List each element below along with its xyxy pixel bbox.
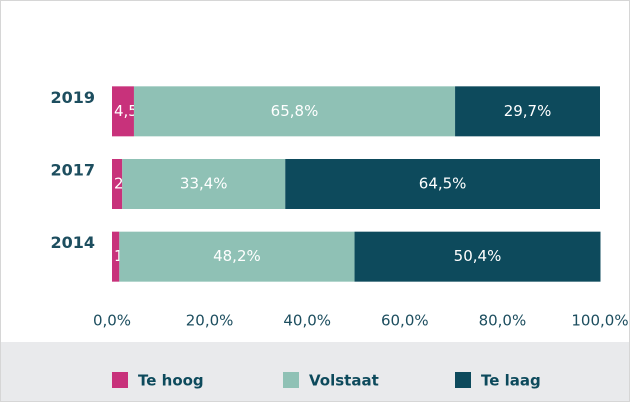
legend-swatch	[283, 372, 299, 388]
x-tick-label: 80,0%	[479, 312, 527, 330]
legend-swatch	[455, 372, 471, 388]
value-label: 48,2%	[213, 247, 261, 265]
x-tick-label: 20,0%	[186, 312, 234, 330]
bar-segment	[354, 231, 601, 282]
legend-swatch	[112, 372, 128, 388]
bar-segment	[112, 159, 123, 209]
value-label: 29,7%	[504, 102, 552, 120]
bar-segment	[112, 231, 120, 282]
bar-segment	[122, 159, 286, 209]
x-tick-label: 0,0%	[93, 312, 131, 330]
x-tick-label: 100,0%	[571, 312, 628, 330]
x-tick-label: 60,0%	[381, 312, 429, 330]
y-tick-label: 2017	[50, 161, 95, 180]
value-label: 65,8%	[271, 102, 319, 120]
x-tick-label: 40,0%	[283, 312, 331, 330]
y-tick-label: 2014	[50, 233, 95, 252]
bar-segment	[285, 159, 600, 209]
bar-segment	[119, 231, 355, 282]
bar-segment	[455, 86, 600, 137]
value-label: 33,4%	[180, 175, 228, 193]
legend-label: Te hoog	[138, 372, 204, 390]
value-label: 50,4%	[454, 247, 502, 265]
legend-label: Volstaat	[309, 372, 379, 390]
value-label: 64,5%	[419, 175, 467, 193]
legend-background	[1, 342, 629, 401]
bar-segment	[133, 86, 456, 137]
bar-segment	[112, 86, 134, 137]
legend-label: Te laag	[481, 372, 541, 390]
y-tick-label: 2019	[50, 88, 95, 107]
